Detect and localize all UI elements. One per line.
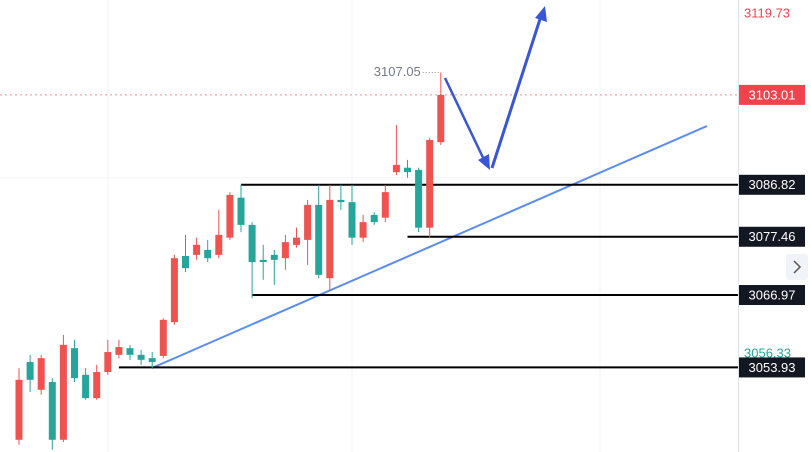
candle-body xyxy=(137,354,145,360)
candle-body xyxy=(237,197,245,225)
level-label: 3077.46 xyxy=(749,229,796,244)
arrow-head xyxy=(535,6,547,22)
candle-body xyxy=(404,167,411,173)
candle-body xyxy=(215,234,223,255)
candle-body xyxy=(248,224,256,263)
candle-body xyxy=(315,204,323,275)
arrow-head xyxy=(478,154,490,170)
candle-body xyxy=(415,169,423,228)
last-price-label: 3103.01 xyxy=(749,87,796,102)
level-label: 3066.97 xyxy=(749,287,796,302)
candle-body xyxy=(337,199,345,203)
candle-body xyxy=(37,358,45,390)
chevron-icon[interactable] xyxy=(793,260,802,274)
candle-body xyxy=(381,192,389,218)
arrow-path xyxy=(443,77,489,167)
candle-body xyxy=(259,259,267,263)
candle-body xyxy=(193,244,201,255)
candle-body xyxy=(159,319,167,356)
candle-body xyxy=(59,344,67,440)
y-tick-label: 3056.33 xyxy=(744,346,791,361)
candle-body xyxy=(348,202,356,238)
candle-body xyxy=(115,347,123,355)
scroll-button[interactable] xyxy=(786,254,808,280)
level-label-bg xyxy=(739,226,805,247)
candle-body xyxy=(437,94,445,143)
y-tick-label: 3119.73 xyxy=(744,5,790,20)
high-label: 3107.05 xyxy=(374,64,421,79)
candle-body xyxy=(93,372,101,399)
candle-body xyxy=(170,258,178,323)
candle-body xyxy=(26,362,34,380)
candle-body xyxy=(204,249,212,259)
candle-body xyxy=(270,254,278,260)
trendline xyxy=(151,125,708,369)
arrow-path xyxy=(490,15,543,169)
candle-body xyxy=(281,242,289,259)
candle-body xyxy=(293,237,300,245)
level-label-bg xyxy=(739,174,805,195)
last-price-bg xyxy=(739,84,805,105)
candle-body xyxy=(148,358,156,363)
level-label: 3053.93 xyxy=(749,360,796,375)
candle-body xyxy=(426,139,434,228)
candle-body xyxy=(359,222,367,238)
candle-body xyxy=(304,204,312,240)
candle-body xyxy=(71,348,78,379)
candle-body xyxy=(15,379,23,440)
level-label-bg xyxy=(739,285,805,306)
candle-body xyxy=(48,382,56,440)
candle-body xyxy=(182,255,189,269)
level-label: 3086.82 xyxy=(749,177,796,192)
candle-body xyxy=(82,374,90,399)
candle-body xyxy=(104,352,112,373)
candle-body xyxy=(126,348,134,355)
plot: 3056.33 3119.73 3086.82 3077.46 3066.97 3053.… xyxy=(0,5,805,450)
level-label-bg xyxy=(739,357,805,378)
candle-body xyxy=(392,164,400,173)
candle-body xyxy=(226,194,234,238)
scroll-button-bg[interactable] xyxy=(786,254,808,280)
candle-body xyxy=(370,214,378,223)
candle-body xyxy=(326,199,334,279)
